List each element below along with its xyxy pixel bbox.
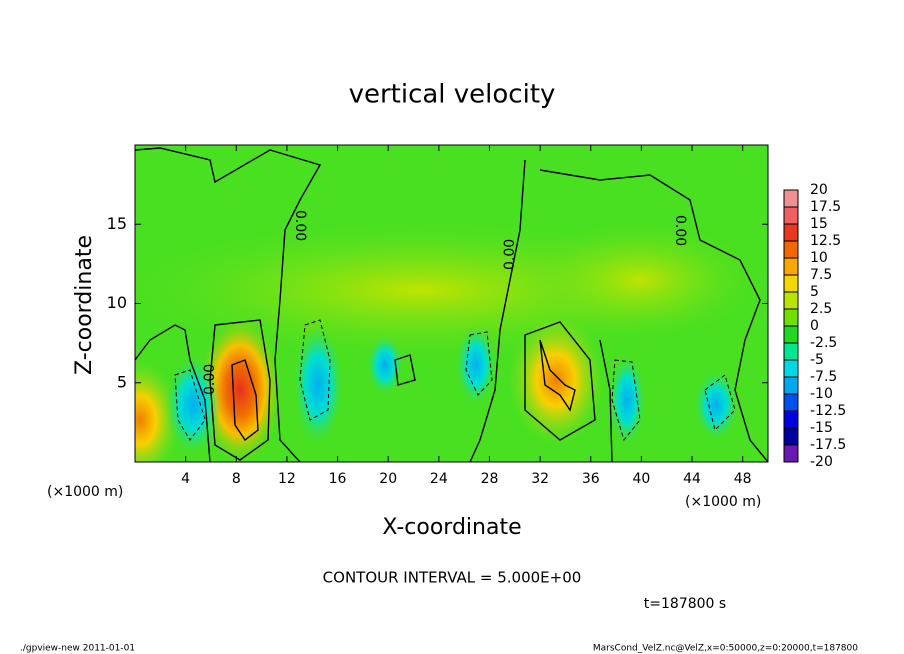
colorbar-bin — [784, 326, 798, 343]
x-tick-label: 8 — [232, 471, 241, 487]
contour-label: 0.00 — [672, 215, 688, 246]
colorbar-bin — [784, 258, 798, 275]
x-tick-label: 4 — [181, 471, 190, 487]
colorbar-bin — [784, 377, 798, 394]
colorbar-label: 0 — [810, 318, 819, 334]
colorbar-label: 15 — [810, 216, 828, 232]
colorbar-label: 2.5 — [810, 301, 832, 317]
colorbar-label: -7.5 — [810, 369, 837, 385]
footer-left: ./gpview-new 2011-01-01 — [20, 644, 135, 654]
x-unit-label: (×1000 m) — [47, 484, 123, 500]
contour-interval: CONTOUR INTERVAL = 5.000E+00 — [323, 569, 582, 587]
field: 0.00 0.00 0.00 0.00 — [135, 145, 768, 462]
x-tick-label: 12 — [278, 471, 296, 487]
colorbar-label: -5 — [810, 352, 824, 368]
colorbar-bin — [784, 445, 798, 462]
colorbar-bin — [784, 428, 798, 445]
colorbar-label: -20 — [810, 454, 833, 470]
time-label: t=187800 s — [644, 596, 726, 612]
x-tick-label: 20 — [379, 471, 397, 487]
x-tick-label: 40 — [632, 471, 650, 487]
x-tick-label: 32 — [531, 471, 549, 487]
colorbar-label: 17.5 — [810, 199, 841, 215]
colorbar-bin — [784, 207, 798, 224]
x-unit-label: (×1000 m) — [685, 494, 761, 510]
colorbar-bin — [784, 411, 798, 428]
colorbar-bin — [784, 275, 798, 292]
colorbar-label: 12.5 — [810, 233, 841, 249]
colorbar-label: -12.5 — [810, 403, 846, 419]
contour-label: 0.00 — [502, 239, 518, 270]
colorbar-label: -10 — [810, 386, 833, 402]
contour-label: 0.00 — [202, 364, 218, 395]
colorbar-label: 20 — [810, 182, 828, 198]
x-tick-label: 44 — [683, 471, 701, 487]
colorbar-bin — [784, 309, 798, 326]
colorbar-label: -15 — [810, 420, 833, 436]
x-tick-label: 24 — [430, 471, 448, 487]
colorbar-label: 5 — [810, 284, 819, 300]
colorbar-label: -17.5 — [810, 437, 846, 453]
colorbar-bin — [784, 343, 798, 360]
x-axis-label: X-coordinate — [382, 515, 521, 540]
x-tick-label: 48 — [734, 471, 752, 487]
colorbar-bin — [784, 394, 798, 411]
colorbar-label: 7.5 — [810, 267, 832, 283]
colorbar-bin — [784, 292, 798, 309]
colorbar-label: 10 — [810, 250, 828, 266]
contour-label: 0.00 — [292, 210, 308, 241]
colorbar-bin — [784, 241, 798, 258]
x-tick-label: 36 — [582, 471, 600, 487]
colorbar-label: -2.5 — [810, 335, 837, 351]
x-tick-label: 16 — [329, 471, 347, 487]
y-tick-label: 5 — [117, 372, 127, 391]
y-tick-label: 15 — [107, 214, 127, 233]
colorbar-bin — [784, 224, 798, 241]
footer-right: MarsCond_VelZ.nc@VelZ,x=0:50000,z=0:2000… — [593, 644, 858, 654]
colorbar-bin — [784, 360, 798, 377]
y-axis-label: Z-coordinate — [72, 235, 97, 375]
y-tick-label: 10 — [107, 293, 127, 312]
x-tick-label: 28 — [481, 471, 499, 487]
colorbar-bin — [784, 190, 798, 207]
chart-title: vertical velocity — [349, 80, 556, 110]
